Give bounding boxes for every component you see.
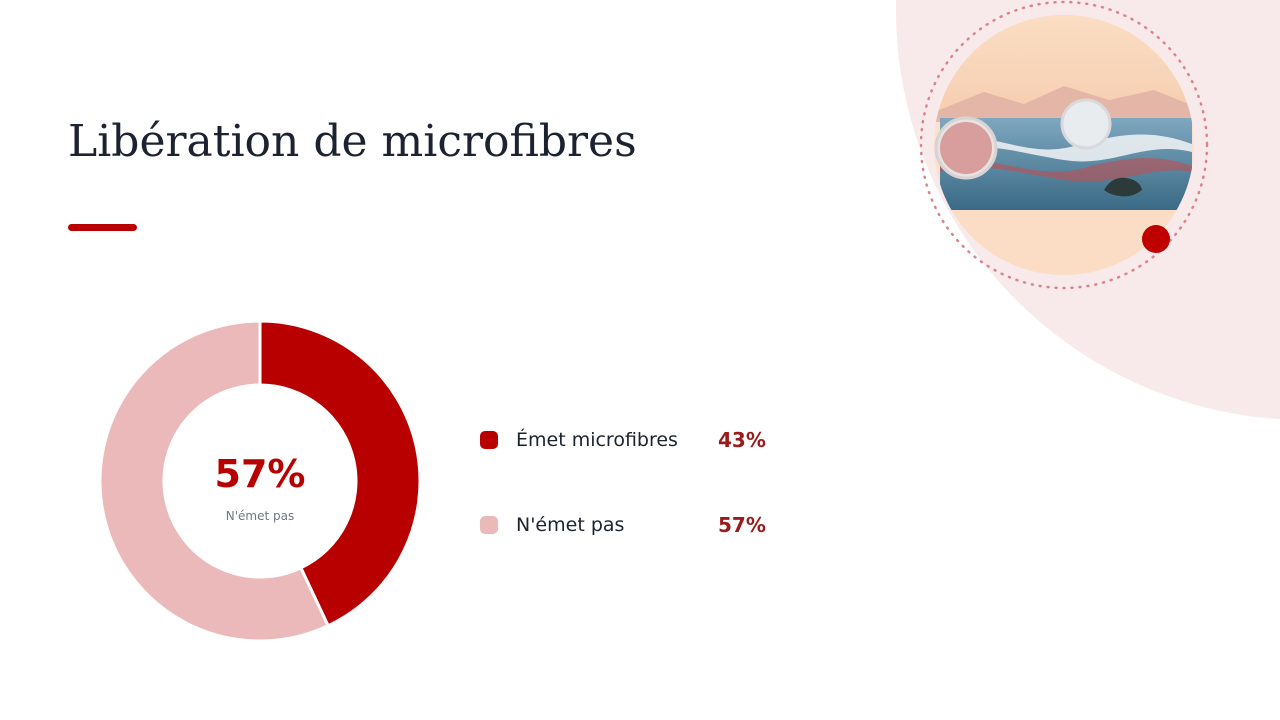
chart-legend: Émet microfibres 43% N'émet pas 57%	[480, 420, 800, 590]
legend-value: 57%	[718, 513, 766, 537]
legend-item-emet: Émet microfibres 43%	[480, 420, 800, 460]
legend-label: N'émet pas	[516, 514, 625, 536]
title-accent-bar	[68, 224, 137, 231]
legend-item-nemet: N'émet pas 57%	[480, 505, 800, 545]
donut-slice-1	[258, 321, 420, 628]
donut-center-label: N'émet pas	[226, 509, 294, 523]
page-title: Libération de microfibres	[68, 116, 637, 167]
legend-label: Émet microfibres	[516, 429, 678, 451]
ocean-microfibres-illustration	[919, 0, 1209, 290]
legend-swatch-nemet	[480, 516, 498, 534]
donut-center-value: 57%	[215, 452, 306, 496]
legend-value: 43%	[718, 428, 766, 452]
legend-swatch-emet	[480, 431, 498, 449]
donut-chart: 57% N'émet pas	[100, 321, 420, 641]
donut-slice-2	[100, 321, 331, 641]
